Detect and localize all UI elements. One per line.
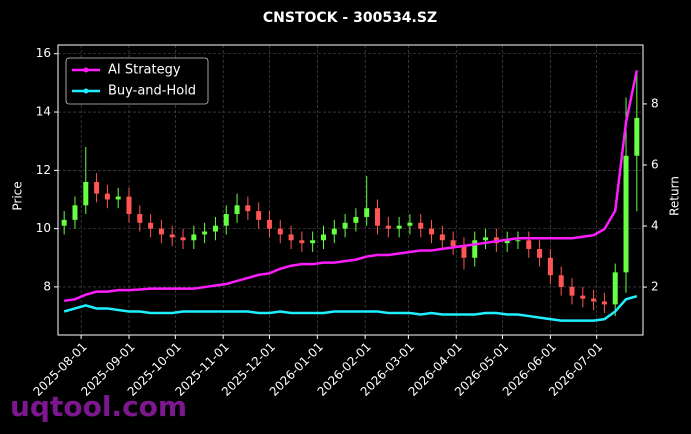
candle-body — [331, 228, 337, 235]
y2-tick-label: 2 — [651, 280, 659, 294]
legend-marker — [83, 88, 89, 94]
candle-body — [245, 205, 251, 212]
candle-body — [504, 240, 510, 244]
y-tick-label: 14 — [36, 105, 51, 119]
candle-body — [266, 219, 272, 229]
y-tick-label: 12 — [36, 163, 51, 177]
chart-title: CNSTOCK - 300534.SZ — [263, 10, 437, 26]
candle-body — [515, 240, 521, 242]
candle-body — [472, 240, 478, 258]
candle-body — [342, 222, 348, 229]
candle-body — [299, 240, 305, 244]
candle-body — [277, 228, 283, 235]
candle-body — [104, 193, 110, 200]
candle-body — [256, 211, 262, 220]
candle-body — [547, 257, 553, 276]
legend-label: AI Strategy — [108, 63, 181, 78]
candle-body — [537, 249, 543, 258]
legend-box — [65, 57, 209, 105]
candle-body — [353, 216, 359, 223]
candle-body — [461, 246, 467, 258]
candle-body — [137, 214, 143, 223]
legend-marker — [83, 67, 89, 73]
candle-body — [191, 234, 197, 241]
candle-body — [223, 214, 229, 226]
y2-tick-label: 6 — [651, 157, 659, 171]
candle-body — [72, 205, 78, 220]
candle-body — [601, 301, 607, 305]
legend-label: Buy-and-Hold — [108, 84, 196, 99]
candle-body — [61, 219, 67, 226]
candle-body — [429, 228, 435, 235]
legend: AI Strategy Buy-and-Hold — [65, 57, 209, 105]
candle-body — [483, 237, 489, 241]
candle-body — [148, 222, 154, 229]
candle-body — [83, 181, 89, 206]
candle-body — [385, 225, 391, 229]
y-tick-label: 16 — [36, 46, 51, 60]
y-tick-label: 10 — [36, 221, 51, 235]
candle-body — [375, 208, 381, 226]
candle-body — [612, 272, 618, 305]
candle-body — [158, 228, 164, 235]
candle-body — [115, 196, 121, 200]
candle-body — [623, 155, 629, 273]
candle-body — [591, 298, 597, 302]
candle-body — [310, 240, 316, 244]
candle-body — [396, 225, 402, 229]
candle-body — [439, 234, 445, 241]
candle-body — [407, 222, 413, 226]
candle-body — [580, 295, 586, 299]
candle-body — [320, 234, 326, 241]
y-axis-label: Price — [11, 181, 25, 210]
candle-body — [558, 275, 564, 287]
candle-body — [634, 117, 640, 156]
candle-body — [94, 181, 100, 194]
candle-body — [234, 205, 240, 215]
candle-body — [212, 225, 218, 232]
candle-body — [364, 208, 370, 217]
line-series — [63, 295, 638, 322]
candle-body — [180, 237, 186, 241]
candle-body — [450, 240, 456, 247]
candle-body — [418, 222, 424, 229]
plot-frame — [57, 44, 644, 336]
line-series — [63, 70, 639, 303]
candle-body — [126, 196, 132, 215]
y2-tick-label: 4 — [651, 219, 659, 233]
candle-body — [202, 231, 208, 235]
y-tick-label: 8 — [43, 279, 51, 293]
y2-tick-label: 8 — [651, 96, 659, 110]
watermark: uqtool.com — [10, 390, 187, 423]
y2-axis-label: Return — [668, 176, 682, 216]
candle-body — [288, 234, 294, 241]
candle-body — [526, 240, 532, 250]
candle-body — [169, 234, 175, 238]
candle-body — [569, 286, 575, 296]
